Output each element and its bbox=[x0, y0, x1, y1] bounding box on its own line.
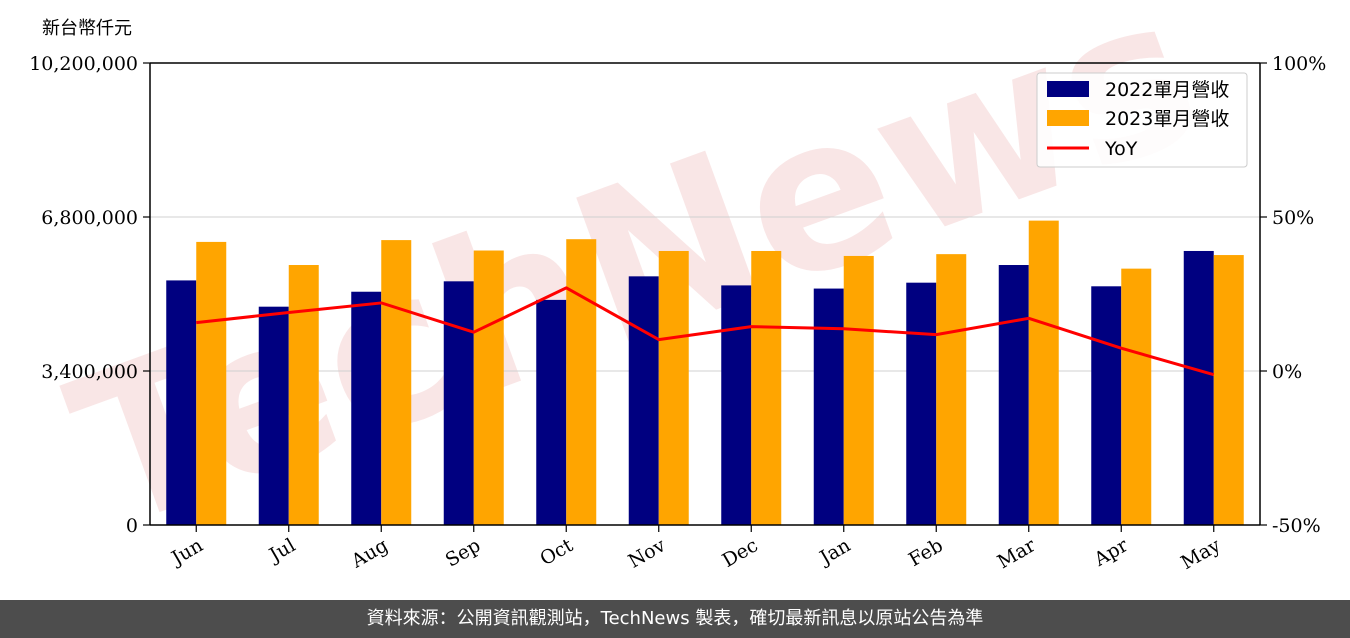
legend-box bbox=[1036, 72, 1248, 168]
x-tick-label-may: May bbox=[1177, 534, 1224, 574]
x-tick-label-feb: Feb bbox=[905, 534, 947, 571]
source-footer: 資料來源：公開資訊觀測站，TechNews 製表，確切最新訊息以原站公告為準 bbox=[0, 600, 1350, 638]
bar-2022-oct bbox=[536, 299, 567, 525]
y-tick-label: 6,800,000 bbox=[41, 207, 138, 229]
bar-2023-jun bbox=[196, 241, 227, 526]
bar-2023-oct bbox=[566, 239, 597, 525]
bar-2023-may bbox=[1213, 255, 1244, 525]
bar-2023-sep bbox=[473, 250, 504, 526]
bar-2022-apr bbox=[1091, 286, 1122, 525]
x-tick-label-dec: Dec bbox=[719, 534, 762, 572]
bar-2023-dec bbox=[751, 250, 782, 525]
y-axis-unit-label: 新台幣仟元 bbox=[42, 18, 132, 39]
bar-2023-apr bbox=[1121, 268, 1152, 525]
y2-tick-label: -50% bbox=[1272, 515, 1321, 537]
bar-2022-mar bbox=[998, 265, 1029, 525]
yoy-line bbox=[196, 286, 1215, 377]
x-tick-label-apr: Apr bbox=[1090, 534, 1133, 571]
bar-2022-dec bbox=[721, 285, 752, 525]
bar-2023-jul bbox=[288, 265, 319, 525]
x-tick-label-aug: Aug bbox=[347, 534, 392, 573]
y-tick-label: 3,400,000 bbox=[41, 361, 138, 383]
legend-label-yoy: YoY bbox=[1104, 138, 1138, 160]
bar-2022-jan bbox=[813, 288, 844, 525]
x-tick-label-sep: Sep bbox=[442, 534, 485, 571]
x-tick-label-jul: Jul bbox=[264, 534, 299, 567]
legend-swatch-2023 bbox=[1047, 110, 1089, 126]
chart-canvas: TechNews03,400,0006,800,00010,200,000-50… bbox=[29, 0, 1326, 577]
y2-tick-label: 100% bbox=[1272, 53, 1326, 75]
x-tick-label-mar: Mar bbox=[994, 534, 1040, 573]
x-tick-label-nov: Nov bbox=[625, 534, 670, 573]
x-tick-label-jan: Jan bbox=[815, 534, 855, 570]
bar-2023-jan bbox=[843, 255, 874, 525]
y-tick-label: 0 bbox=[126, 515, 138, 537]
legend-label-2022: 2022單月營收 bbox=[1105, 79, 1229, 101]
bar-2023-aug bbox=[381, 240, 412, 525]
bar-2022-nov bbox=[628, 276, 659, 525]
bar-2022-jun bbox=[166, 280, 197, 525]
y2-tick-label: 50% bbox=[1272, 207, 1314, 229]
bar-2022-may bbox=[1183, 250, 1214, 525]
bar-2022-jul bbox=[258, 306, 289, 525]
bar-2023-nov bbox=[658, 250, 689, 525]
bar-2022-aug bbox=[351, 291, 382, 525]
legend-swatch-2022 bbox=[1047, 81, 1089, 97]
y2-tick-label: 0% bbox=[1272, 361, 1302, 383]
bar-2023-mar bbox=[1028, 220, 1059, 525]
x-tick-label-oct: Oct bbox=[536, 534, 577, 570]
bar-2023-feb bbox=[936, 254, 967, 525]
bar-2022-feb bbox=[906, 282, 937, 525]
y-tick-label: 10,200,000 bbox=[29, 53, 138, 75]
legend-label-2023: 2023單月營收 bbox=[1105, 108, 1229, 130]
bar-2022-sep bbox=[443, 281, 474, 525]
